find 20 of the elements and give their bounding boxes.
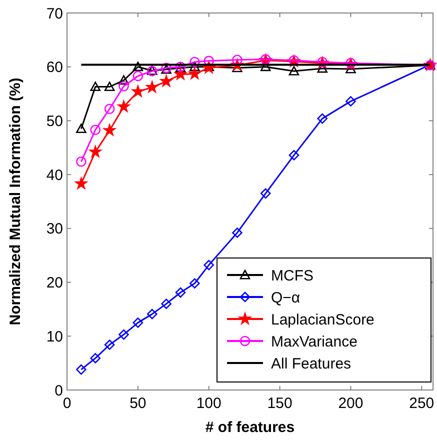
- y-tick-label: 10: [46, 328, 63, 346]
- y-tick-label: 20: [46, 274, 63, 292]
- x-tick-label: 250: [409, 395, 434, 412]
- y-tick-label: 70: [46, 5, 63, 22]
- y-axis-title: Normalized Mutual Information (%): [7, 78, 24, 326]
- y-tick-label: 50: [46, 112, 63, 130]
- y-tick-label: 0: [54, 382, 63, 400]
- x-tick-label: 50: [130, 395, 146, 412]
- legend-label: All Features: [271, 355, 352, 372]
- x-tick-label: 100: [196, 395, 222, 412]
- y-tick-label: 60: [46, 59, 63, 76]
- legend-label: Q−α: [271, 289, 300, 306]
- y-tick-label: 40: [46, 166, 63, 184]
- x-tick-label: 200: [338, 395, 364, 412]
- legend-label: MaxVariance: [271, 333, 358, 350]
- x-tick-label: 150: [267, 395, 292, 412]
- y-tick-label: 30: [46, 220, 63, 238]
- legend-label: MCFS: [271, 267, 314, 284]
- legend-label: LaplacianScore: [271, 311, 374, 328]
- x-axis-title: # of features: [205, 419, 295, 436]
